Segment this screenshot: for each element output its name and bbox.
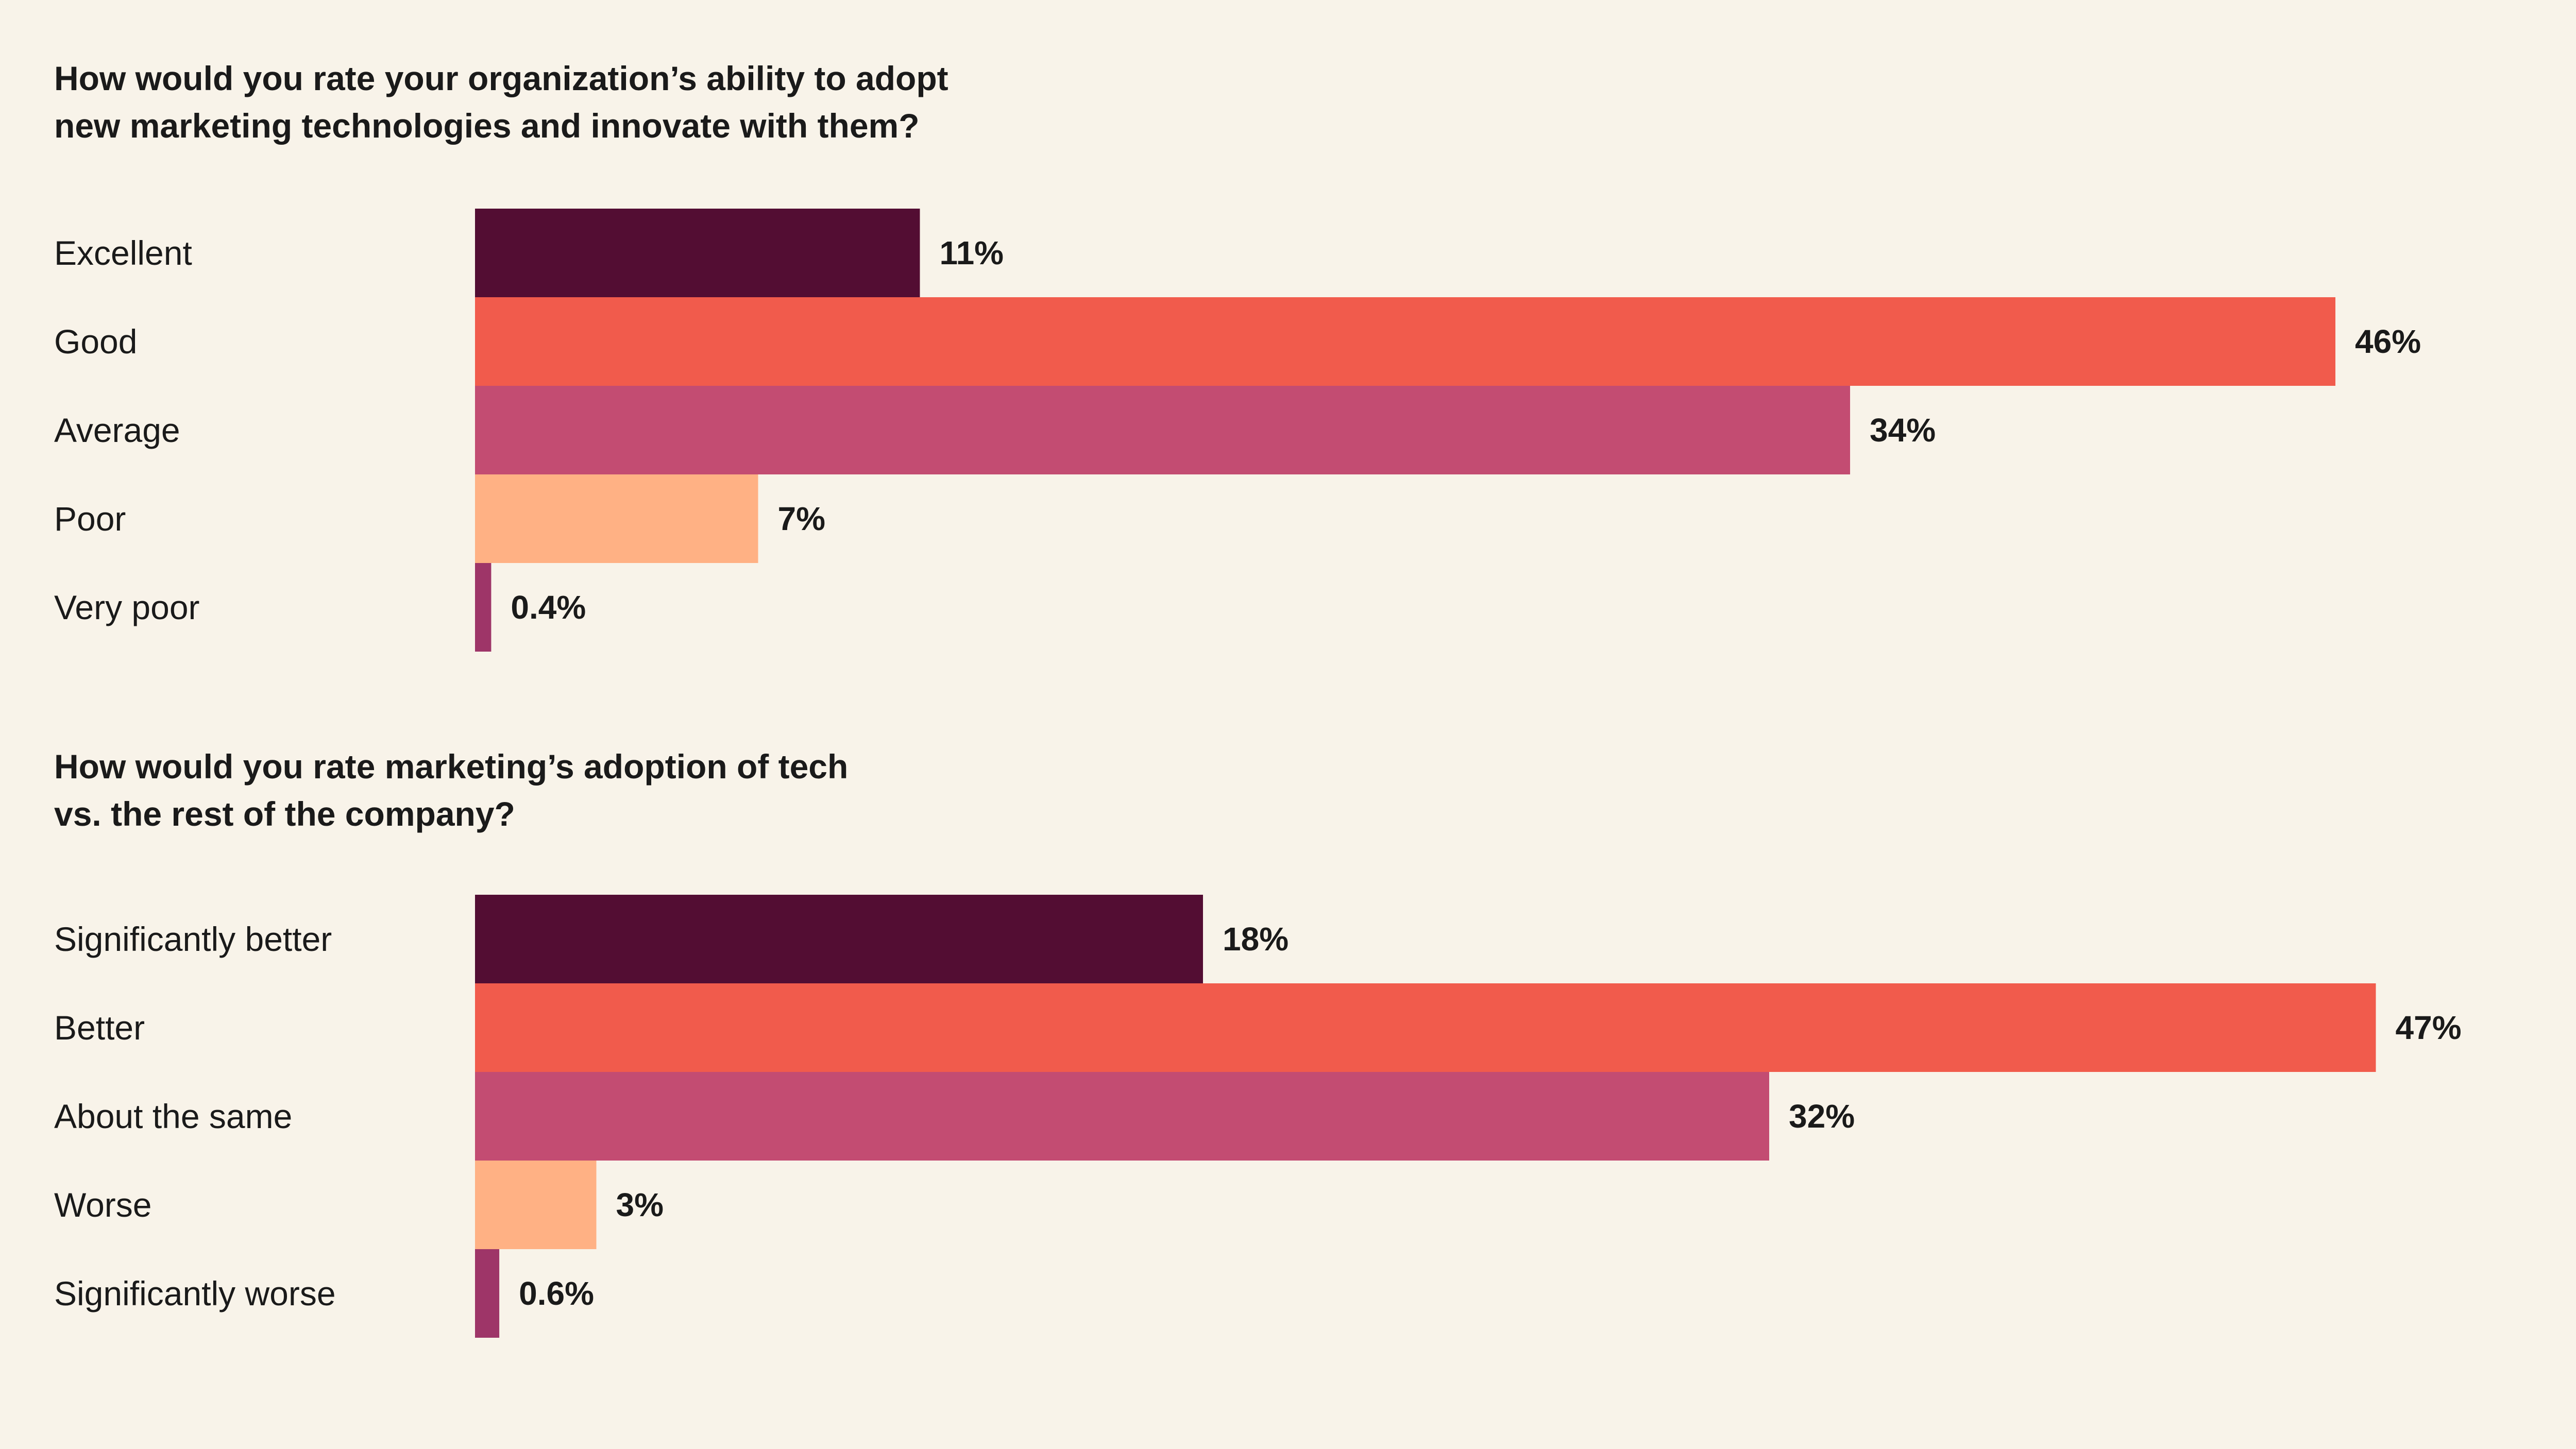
chart-title: How would you rate your organization’s a… [54, 55, 948, 149]
bar [475, 895, 1203, 983]
bar [475, 983, 2376, 1072]
value-label: 0.4% [511, 589, 586, 626]
bar [475, 386, 1850, 474]
bar [475, 297, 2335, 386]
category-label: Significantly better [54, 920, 332, 958]
category-label: Average [54, 411, 180, 449]
value-label: 11% [940, 234, 1004, 271]
category-label: Excellent [54, 234, 192, 272]
bar [475, 1161, 597, 1249]
value-label: 34% [1870, 412, 1936, 449]
category-label: About the same [54, 1097, 292, 1135]
chart-title-line: How would you rate your organization’s a… [54, 59, 948, 97]
chart-title-line: How would you rate marketing’s adoption … [54, 747, 849, 786]
tech-adoption-comparison-chart: How would you rate marketing’s adoption … [0, 664, 2576, 1449]
value-label: 18% [1223, 920, 1289, 958]
value-label: 32% [1789, 1098, 1855, 1135]
value-label: 47% [2396, 1009, 2462, 1046]
category-label: Significantly worse [54, 1274, 336, 1312]
value-label: 3% [616, 1186, 664, 1223]
category-label: Worse [54, 1186, 152, 1224]
chart-title-line: vs. the rest of the company? [54, 795, 515, 833]
bar [475, 209, 920, 297]
bar [475, 1249, 500, 1338]
category-label: Good [54, 322, 137, 361]
chart-title: How would you rate marketing’s adoption … [54, 743, 848, 838]
bar-plot: Excellent 11% Good 46% Average 34% Poor 7% Very … [54, 209, 2421, 652]
adoption-ability-chart: How would you rate your organization’s a… [0, 0, 2576, 664]
bar [475, 474, 758, 563]
category-label: Very poor [54, 588, 200, 626]
bar [475, 563, 492, 652]
value-label: 7% [778, 500, 826, 537]
category-label: Better [54, 1009, 145, 1047]
bar-plot: Significantly better 18% Better 47% About th… [54, 895, 2462, 1338]
value-label: 46% [2355, 323, 2421, 360]
chart-title-line: new marketing technologies and innovate … [54, 107, 920, 145]
bar [475, 1072, 1769, 1161]
value-label: 0.6% [519, 1275, 594, 1312]
category-label: Poor [54, 500, 126, 538]
